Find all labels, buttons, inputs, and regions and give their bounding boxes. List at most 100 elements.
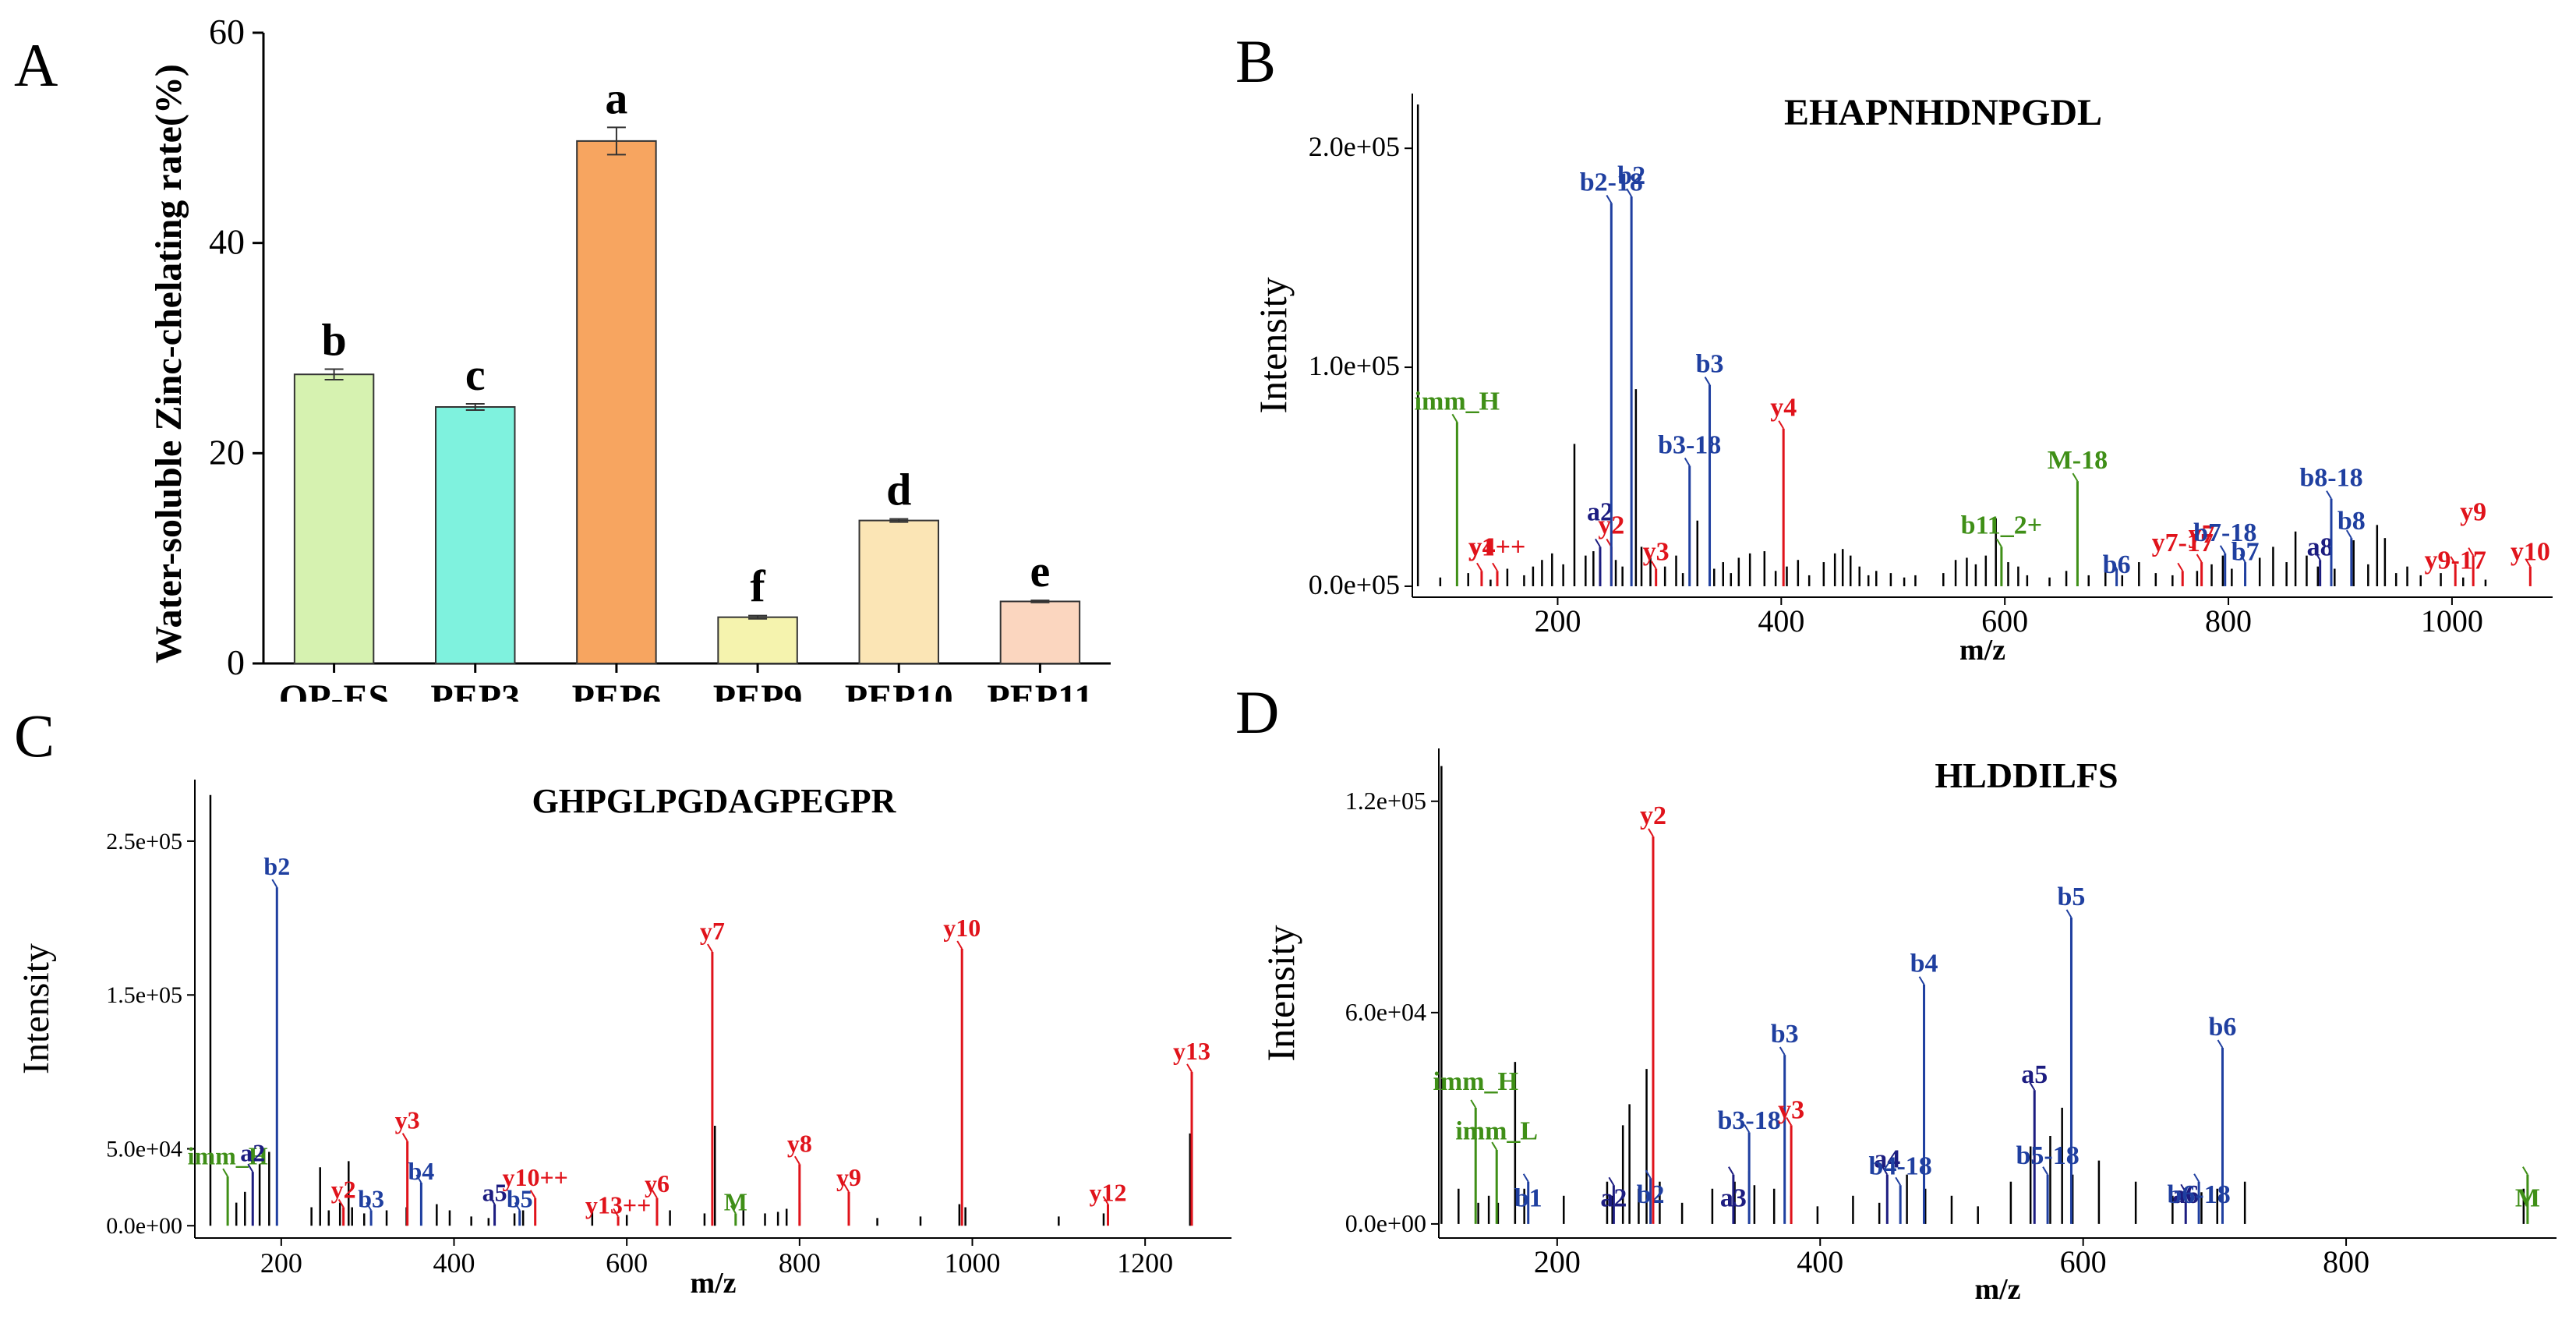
- significance-letter-op-es: b: [321, 314, 346, 365]
- peak-tick-y8: [793, 1155, 800, 1165]
- peak-tick-a4: [1882, 1166, 1889, 1176]
- peak-label-b2-18: b2-18: [1580, 168, 1643, 196]
- peak-label-y12: y12: [1090, 1179, 1127, 1207]
- peak-tick-b2: [1626, 188, 1632, 197]
- peak-tick-b5-18: [2042, 1166, 2048, 1176]
- peak-tick-b3: [366, 1201, 372, 1211]
- peak-tick-b11-2plus: [1996, 538, 2002, 547]
- x-tick-label: 1000: [945, 1247, 1001, 1279]
- x-axis-title: m/z: [690, 1267, 736, 1300]
- peak-label-b4-18: b4-18: [1869, 1152, 1932, 1181]
- x-tick-label: 400: [433, 1247, 475, 1279]
- peak-label-y6: y6: [645, 1169, 670, 1197]
- peak-label-y9: y9: [836, 1163, 861, 1191]
- x-tick-label: 800: [2323, 1244, 2369, 1279]
- peak-label-y3: y3: [395, 1106, 420, 1134]
- peak-label-b8-18: b8-18: [2299, 464, 2362, 493]
- peak-tick-b4-18: [1895, 1176, 1902, 1186]
- x-tick-label-pep11: PEP11: [987, 677, 1093, 702]
- peak-tick-a6: [2180, 1183, 2187, 1193]
- peak-label-y4plusplus: y4++: [1469, 533, 1526, 562]
- peak-label-b6: b6: [2209, 1013, 2237, 1042]
- y-tick-label: 0.0e+00: [1345, 1209, 1426, 1237]
- x-tick-label: 600: [606, 1247, 648, 1279]
- peak-label-y10: y10: [2511, 537, 2550, 566]
- peak-tick-b6-18: [2193, 1173, 2200, 1183]
- peak-tick-b6: [2217, 1039, 2224, 1049]
- peak-label-b2: b2: [1617, 161, 1645, 190]
- peak-tick-y1: [1476, 562, 1482, 571]
- peak-tick-y13: [1186, 1063, 1193, 1073]
- peak-tick-b5: [2065, 909, 2072, 918]
- peak-label-y13plusplus: y13++: [585, 1190, 651, 1219]
- peak-label-b3: b3: [1771, 1020, 1799, 1049]
- peptide-sequence-title: EHAPNHDNPGDL: [1784, 92, 2102, 133]
- y-axis-title: Intensity: [16, 943, 57, 1074]
- peak-label-b3: b3: [358, 1185, 384, 1213]
- peak-label-y7: y7: [700, 917, 725, 945]
- x-tick-label: 600: [1981, 603, 2028, 639]
- x-tick-label: 600: [2060, 1244, 2107, 1279]
- peak-tick-a5: [489, 1196, 496, 1205]
- peak-tick-a2: [247, 1163, 254, 1173]
- peak-label-y9: y9: [2460, 498, 2486, 527]
- peak-tick-y10: [956, 940, 963, 950]
- peak-tick-b5: [514, 1201, 521, 1211]
- chart-d-ms2-spectrum: 0.0e+00 6.0e+04 1.2e+05 200 400 600 800 m/z Inte…: [1259, 748, 2557, 1306]
- peak-label-a5: a5: [2021, 1060, 2048, 1089]
- peak-tick-y3: [401, 1133, 408, 1142]
- peak-label-b3: b3: [1696, 350, 1724, 379]
- peak-label-b8: b8: [2337, 507, 2366, 536]
- bar-pep3: [435, 406, 516, 664]
- bar-pep9: [717, 616, 798, 665]
- peak-label-a2: a2: [240, 1138, 265, 1166]
- peak-label-b6: b6: [2103, 550, 2131, 579]
- peak-label-y10: y10: [943, 914, 981, 942]
- peak-tick-b8: [2345, 529, 2352, 539]
- bar-pep6: [576, 140, 657, 664]
- y-tick-label: 2.0e+05: [1309, 131, 1400, 162]
- x-axis-title: m/z: [1974, 1273, 2020, 1306]
- peak-tick-imm-h: [1470, 1099, 1477, 1109]
- y-tick-label: 2.5e+05: [106, 829, 182, 854]
- peak-label-y13: y13: [1173, 1037, 1210, 1065]
- peptide-sequence-title: GHPGLPGDAGPEGPR: [532, 782, 897, 820]
- peak-tick-b4: [415, 1174, 422, 1183]
- peak-tick-b6: [2111, 560, 2118, 570]
- peak-label-y4: y4: [1770, 394, 1797, 423]
- x-tick-label-op-es: OP-ES: [279, 677, 389, 702]
- y-axis-title: Intensity: [1251, 278, 1295, 414]
- peak-tick-y2: [1648, 828, 1654, 837]
- y-tick-label: 60: [209, 12, 245, 51]
- y-axis-title: Intensity: [1259, 925, 1302, 1062]
- peak-label-b5: b5: [2058, 883, 2086, 911]
- peak-tick-imm-h: [1451, 413, 1458, 423]
- peak-tick-b1: [1522, 1173, 1529, 1183]
- significance-letter-pep6: a: [605, 73, 627, 123]
- peak-tick-a3: [1728, 1166, 1734, 1176]
- x-tick-label-pep9: PEP9: [713, 677, 803, 702]
- peak-tick-y7: [2196, 554, 2203, 563]
- chart-a-zinc-chelating-bar-chart: 0 20 40 60 Water-soluble Zinc-chelating rate…: [148, 12, 1111, 702]
- significance-letter-pep10: d: [886, 465, 911, 515]
- peak-label-b4: b4: [1910, 950, 1938, 978]
- peak-tick-y3: [1786, 1116, 1792, 1126]
- y-tick-label: 5.0e+04: [106, 1137, 182, 1162]
- peak-tick-imm-h: [222, 1168, 228, 1177]
- peak-label-b4: b4: [408, 1157, 434, 1185]
- peak-tick-y2: [337, 1199, 345, 1208]
- peak-label-a5: a5: [482, 1179, 507, 1207]
- peak-tick-b7: [2239, 554, 2246, 563]
- peak-label-y7: y7: [2189, 520, 2215, 549]
- peak-label-a6: a6: [2172, 1180, 2199, 1209]
- panel-letter-a: A: [14, 31, 58, 99]
- peak-tick-a2: [1595, 538, 1601, 547]
- peak-label-y9-17: y9-17: [2425, 546, 2486, 575]
- peak-label-m: M: [2515, 1183, 2540, 1212]
- y-tick-label: 40: [209, 222, 245, 262]
- peak-label-b3-18: b3-18: [1658, 430, 1721, 459]
- peak-tick-m: [2522, 1166, 2528, 1176]
- panel-letter-d: D: [1235, 678, 1280, 746]
- peak-label-m-18: M-18: [2048, 446, 2108, 475]
- peak-label-a4: a4: [1874, 1145, 1900, 1174]
